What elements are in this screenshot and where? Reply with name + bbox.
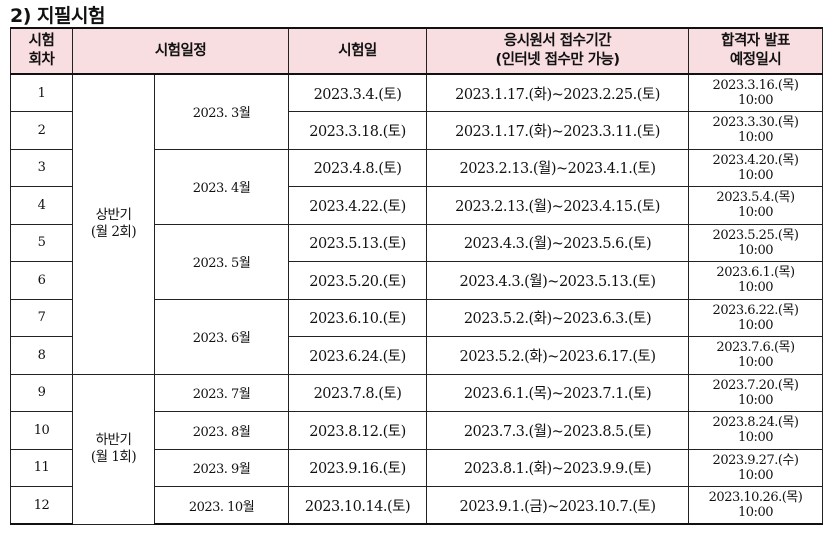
round-cell: 5 (10, 223, 73, 262)
accept-period-cell: 2023.5.2.(화)~2023.6.17.(토) (426, 336, 689, 375)
table-row: 11 2023. 9월 2023.9.16.(토) 2023.8.1.(화)~2… (10, 448, 823, 487)
announce-cell: 2023.10.26.(목) 10:00 (688, 486, 823, 525)
header-round: 시험 회차 (10, 27, 73, 75)
announce-cell: 2023.9.27.(수) 10:00 (688, 448, 823, 487)
round-cell: 8 (10, 336, 73, 375)
month-cell: 2023. 9월 (154, 448, 289, 487)
table-row: 3 2023. 4월 2023.4.8.(토) 2023.2.13.(월)~20… (10, 148, 823, 225)
exam-date-cell: 2023.4.8.(토) (288, 148, 427, 187)
section-title: 2) 지필시험 (10, 5, 105, 27)
month-cell: 2023. 10월 (154, 486, 289, 525)
month-cell: 2023. 3월 (154, 73, 289, 150)
accept-period-cell: 2023.6.1.(목)~2023.7.1.(토) (426, 373, 689, 412)
header-schedule: 시험일정 (72, 27, 289, 75)
accept-period-cell: 2023.4.3.(월)~2023.5.13.(토) (426, 261, 689, 300)
header-exam-date: 시험일 (288, 27, 427, 75)
accept-period-cell: 2023.1.17.(화)~2023.2.25.(토) (426, 73, 689, 112)
round-cell: 2 (10, 111, 73, 150)
exam-date-cell: 2023.4.22.(토) (288, 186, 427, 225)
month-cell: 2023. 8월 (154, 411, 289, 450)
written-exam-schedule-table: 시험 회차 시험일정 시험일 응시원서 접수기간 (인터넷 접수만 가능) 합격… (10, 27, 823, 525)
exam-date-cell: 2023.6.10.(토) (288, 298, 427, 337)
announce-cell: 2023.8.24.(목) 10:00 (688, 411, 823, 450)
exam-date-cell: 2023.3.4.(토) (288, 73, 427, 112)
accept-period-cell: 2023.4.3.(월)~2023.5.6.(토) (426, 223, 689, 262)
table-row: 7 2023. 6월 2023.6.10.(토) 2023.5.2.(화)~20… (10, 298, 823, 375)
header-announce: 합격자 발표 예정일시 (688, 27, 823, 75)
exam-date-cell: 2023.5.20.(토) (288, 261, 427, 300)
exam-date-cell: 2023.9.16.(토) (288, 448, 427, 487)
accept-period-cell: 2023.2.13.(월)~2023.4.1.(토) (426, 148, 689, 187)
exam-date-cell: 2023.3.18.(토) (288, 111, 427, 150)
round-cell: 6 (10, 261, 73, 300)
month-cell: 2023. 4월 (154, 148, 289, 225)
table-row: 6 2023.5.20.(토) 2023.4.3.(월)~2023.5.13.(… (10, 261, 823, 300)
round-cell: 4 (10, 186, 73, 225)
round-cell: 7 (10, 298, 73, 337)
header-row: 시험 회차 시험일정 시험일 응시원서 접수기간 (인터넷 접수만 가능) 합격… (10, 27, 823, 75)
round-cell: 1 (10, 73, 73, 112)
announce-cell: 2023.7.6.(목) 10:00 (688, 336, 823, 375)
round-cell: 11 (10, 448, 73, 487)
month-cell: 2023. 7월 (154, 373, 289, 412)
accept-period-cell: 2023.8.1.(화)~2023.9.9.(토) (426, 448, 689, 487)
round-cell: 3 (10, 148, 73, 187)
header-accept-period: 응시원서 접수기간 (인터넷 접수만 가능) (426, 27, 689, 75)
announce-cell: 2023.5.25.(목) 10:00 (688, 223, 823, 262)
accept-period-cell: 2023.1.17.(화)~2023.3.11.(토) (426, 111, 689, 150)
announce-cell: 2023.3.30.(목) 10:00 (688, 111, 823, 150)
exam-date-cell: 2023.5.13.(토) (288, 223, 427, 262)
exam-date-cell: 2023.6.24.(토) (288, 336, 427, 375)
announce-cell: 2023.3.16.(목) 10:00 (688, 73, 823, 112)
table-row: 5 2023. 5월 2023.5.13.(토) 2023.4.3.(월)~20… (10, 223, 823, 300)
announce-cell: 2023.6.1.(목) 10:00 (688, 261, 823, 300)
round-cell: 10 (10, 411, 73, 450)
table-row: 12 2023. 10월 2023.10.14.(토) 2023.9.1.(금)… (10, 486, 823, 525)
announce-cell: 2023.7.20.(목) 10:00 (688, 373, 823, 412)
exam-date-cell: 2023.10.14.(토) (288, 486, 427, 525)
accept-period-cell: 2023.2.13.(월)~2023.4.15.(토) (426, 186, 689, 225)
exam-date-cell: 2023.8.12.(토) (288, 411, 427, 450)
table-row: 1 상반기 (월 2회) 2023. 3월 2023.3.4.(토) 2023.… (10, 73, 823, 375)
accept-period-cell: 2023.9.1.(금)~2023.10.7.(토) (426, 486, 689, 525)
announce-cell: 2023.6.22.(목) 10:00 (688, 298, 823, 337)
exam-date-cell: 2023.7.8.(토) (288, 373, 427, 412)
announce-cell: 2023.4.20.(목) 10:00 (688, 148, 823, 187)
accept-period-cell: 2023.5.2.(화)~2023.6.3.(토) (426, 298, 689, 337)
table-row: 9 하반기 (월 1회) 2023. 7월 2023.7.8.(토) 2023.… (10, 373, 823, 525)
month-cell: 2023. 5월 (154, 223, 289, 300)
round-cell: 9 (10, 373, 73, 412)
month-cell: 2023. 6월 (154, 298, 289, 375)
accept-period-cell: 2023.7.3.(월)~2023.8.5.(토) (426, 411, 689, 450)
period-first-half: 상반기 (월 2회) (72, 73, 155, 375)
round-cell: 12 (10, 486, 73, 525)
period-second-half: 하반기 (월 1회) (72, 373, 155, 525)
table-row: 2 2023.3.18.(토) 2023.1.17.(화)~2023.3.11.… (10, 111, 823, 150)
announce-cell: 2023.5.4.(목) 10:00 (688, 186, 823, 225)
